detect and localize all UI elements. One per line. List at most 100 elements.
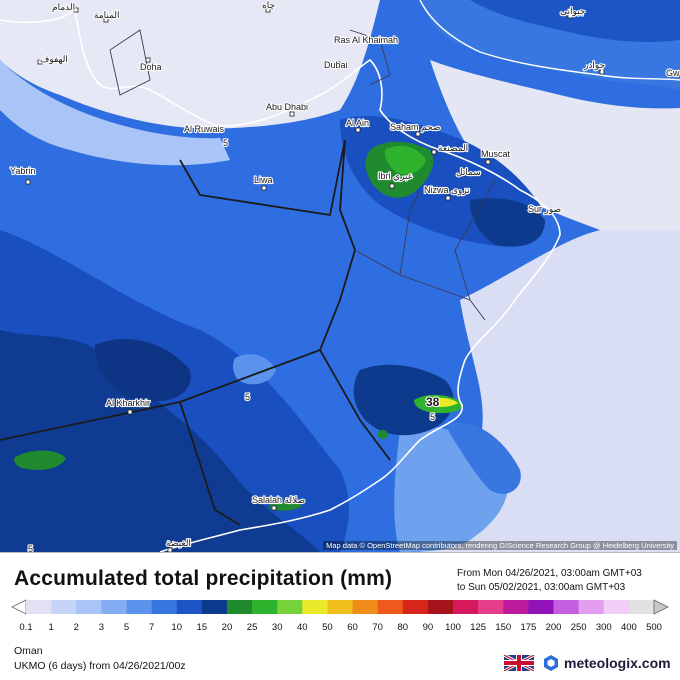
- city-markers: الدمام المنامة الهفوف Doha Ras Al Khaima…: [9, 0, 680, 552]
- svg-text:المصنعة: المصنعة: [438, 143, 468, 153]
- city-hofuf: الهفوف: [37, 53, 69, 66]
- scale-swatch: [76, 600, 102, 614]
- svg-text:Al Kharkhir: Al Kharkhir: [106, 398, 150, 408]
- scale-tick-label: 175: [520, 622, 536, 633]
- scale-tick-label: 3: [99, 622, 104, 633]
- svg-text:الهفوف: الهفوف: [40, 54, 68, 65]
- scale-tick-label: 2: [74, 622, 79, 633]
- city-jiwani: جيوانى: [559, 5, 587, 19]
- scale-swatch: [503, 600, 529, 614]
- brand-name[interactable]: meteologix.com: [564, 655, 671, 671]
- color-scale-legend: 0.1 1 2 3 5 7 10 15 20 25 30 40 50 60 70 80 90 100 125 150 1…: [11, 599, 669, 633]
- city-ras-al-khaimah: Ras Al Khaimah: [333, 34, 399, 46]
- uk-flag-icon[interactable]: [504, 655, 534, 671]
- scale-swatch: [377, 600, 404, 614]
- city-gwadar: جوادر: [582, 59, 606, 75]
- scale-arrow-low: [11, 599, 27, 615]
- scale-tick-label: 400: [621, 622, 637, 633]
- scale-tick-label: 150: [495, 622, 511, 633]
- city-sur: Sur صور: [527, 203, 562, 216]
- chart-title: Accumulated total precipitation (mm): [14, 567, 393, 590]
- scale-swatch: [427, 600, 454, 614]
- sharqiyah-precip: [470, 198, 545, 247]
- precipitation-map[interactable]: الدمام المنامة الهفوف Doha Ras Al Khaima…: [0, 0, 680, 553]
- precip-low-pocket: [233, 354, 276, 385]
- meteologix-logo-icon: [544, 655, 558, 671]
- svg-text:5: 5: [223, 138, 228, 148]
- brand[interactable]: meteologix.com: [504, 654, 671, 672]
- scale-tick-label: 125: [470, 622, 486, 633]
- coastline: [0, 8, 561, 552]
- precip-cell-small: [378, 429, 388, 439]
- scale-swatch: [628, 600, 655, 614]
- svg-text:Nizwa نزوى: Nizwa نزوى: [424, 185, 470, 196]
- svg-text:Liwa: Liwa: [254, 175, 273, 185]
- scale-swatch: [252, 600, 278, 614]
- sea-band-precip: [445, 422, 521, 494]
- iran-coast-heavier: [470, 0, 680, 42]
- scale-tick-label: 30: [272, 622, 283, 633]
- scale-tick-label: 25: [247, 622, 258, 633]
- scale-swatch: [553, 600, 579, 614]
- region-borders: [109, 29, 496, 321]
- scale-tick-label: 50: [322, 622, 333, 633]
- scale-swatch: [402, 600, 429, 614]
- scale-tick-label: 200: [546, 622, 562, 633]
- svg-text:چاه: چاه: [262, 0, 275, 11]
- scale-tick-label: 7: [149, 622, 154, 633]
- svg-text:Ras Al Khaimah: Ras Al Khaimah: [334, 35, 398, 45]
- scale-swatch: [176, 600, 203, 614]
- scale-swatch: [528, 600, 554, 614]
- svg-text:Dubai: Dubai: [324, 60, 348, 70]
- svg-text:الدمام: الدمام: [52, 2, 75, 13]
- svg-text:جوادر: جوادر: [583, 60, 605, 71]
- precip-cell-38mm-core: [430, 397, 458, 407]
- city-yabrin: Yabrin: [9, 165, 36, 185]
- city-salalah: Salalah صلالة: [251, 494, 306, 511]
- city-muscat: Muscat: [480, 148, 512, 165]
- scale-swatch: [578, 600, 605, 614]
- city-chah: چاه: [261, 0, 276, 13]
- precip-field-15mm-west: [95, 339, 191, 402]
- precip-cell-salalah: [270, 501, 302, 511]
- period-to: to Sun 05/02/2021, 03:00am GMT+03: [457, 582, 626, 593]
- city-saham: Saham صحم: [389, 121, 442, 137]
- svg-text:Yabrin: Yabrin: [10, 166, 35, 176]
- scale-swatch: [51, 600, 77, 614]
- scale-swatch: [26, 600, 52, 614]
- city-manama: المنامة: [93, 9, 121, 23]
- scale-swatch: [302, 600, 328, 614]
- scale-tick-label: 300: [596, 622, 612, 633]
- scale-tick-label: 80: [398, 622, 409, 633]
- scale-tick-label: 1: [48, 622, 53, 633]
- scale-tick-label: 90: [423, 622, 434, 633]
- scale-tick-label: 10: [171, 622, 182, 633]
- scale-swatch: [201, 600, 228, 614]
- svg-text:Salalah صلالة: Salalah صلالة: [252, 495, 305, 505]
- scale-swatch: [226, 600, 253, 614]
- scale-swatch: [603, 600, 630, 614]
- scale-swatch: [151, 600, 178, 614]
- svg-text:5: 5: [28, 544, 33, 552]
- svg-text:Al Ain: Al Ain: [346, 118, 369, 128]
- scale-tick-label: 15: [197, 622, 208, 633]
- svg-text:Doha: Doha: [140, 62, 162, 72]
- period-from: From Mon 04/26/2021, 03:00am GMT+03: [457, 568, 642, 579]
- svg-text:المنامة: المنامة: [94, 10, 120, 20]
- city-al-ain: Al Ain: [345, 117, 370, 133]
- city-samail: سمائل: [455, 166, 482, 178]
- svg-text:Gw: Gw: [666, 68, 680, 78]
- svg-text:سمائل: سمائل: [456, 167, 481, 177]
- scale-tick-label: 0.1: [19, 622, 32, 633]
- svg-text:Ibri عبري: Ibri عبري: [378, 171, 413, 182]
- map-attribution[interactable]: Map data © OpenStreetMap contributors, r…: [323, 541, 677, 550]
- city-doha: Doha: [139, 57, 163, 73]
- precip-cell-west: [14, 450, 66, 470]
- scale-swatch: [478, 600, 504, 614]
- scale-swatch: [101, 600, 127, 614]
- gulf-light-area: [0, 0, 380, 129]
- model-info: UKMO (6 days) from 04/26/2021/00z: [14, 660, 186, 672]
- svg-text:الغيضة: الغيضة: [166, 538, 191, 548]
- svg-text:Saham صحم: Saham صحم: [390, 122, 440, 133]
- coastline-iran: [419, 0, 680, 81]
